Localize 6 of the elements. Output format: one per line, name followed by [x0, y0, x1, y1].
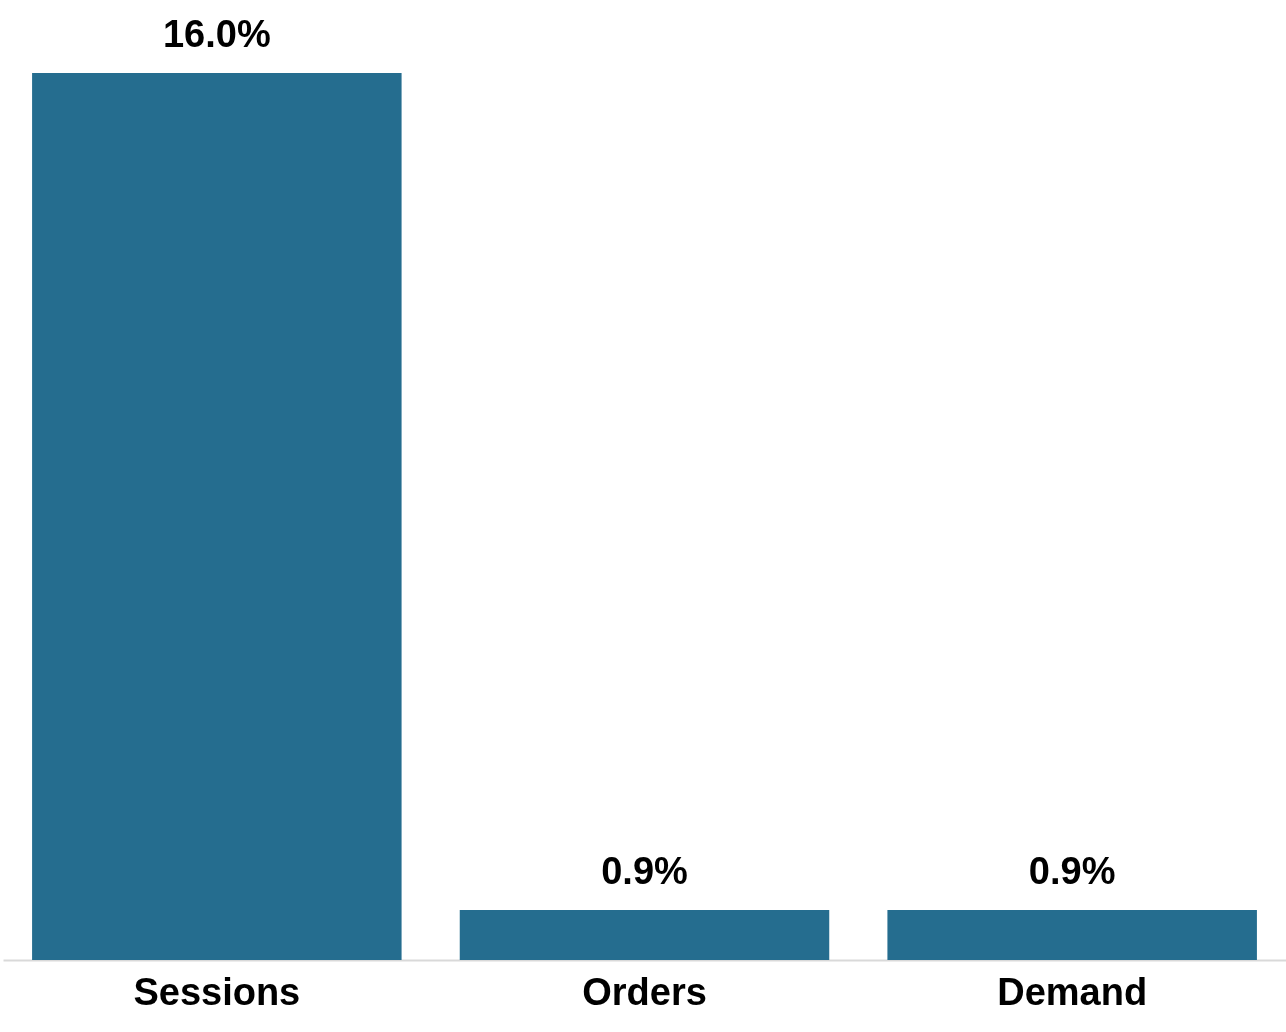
x-tick-label: Sessions [133, 970, 301, 1013]
x-tick-label: Orders [582, 970, 707, 1013]
data-label: 16.0% [162, 13, 271, 55]
data-label: 0.9% [601, 850, 688, 893]
x-tick-label: Demand [997, 970, 1148, 1013]
data-label: 0.9% [1028, 850, 1116, 893]
